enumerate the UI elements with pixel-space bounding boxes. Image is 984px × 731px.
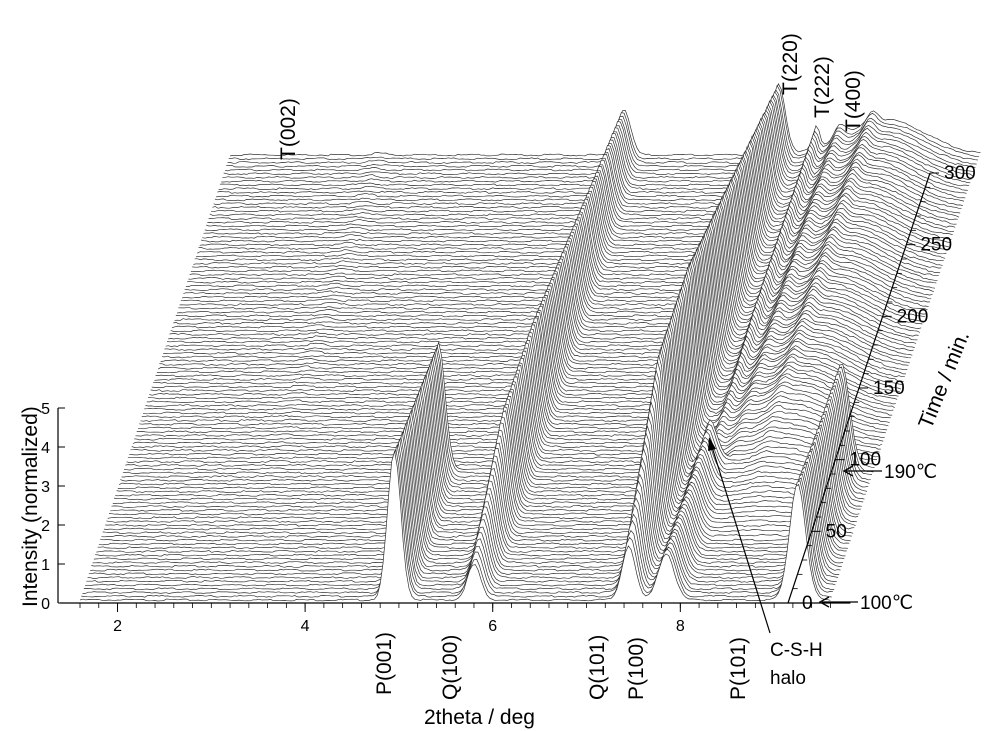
peak-label-t220: T(220): [779, 33, 802, 95]
scan-trace: [83, 443, 835, 592]
scan-trace: [98, 404, 850, 547]
temp-label-190: 190℃: [884, 462, 937, 483]
csh-halo-pointer: [711, 446, 771, 634]
scan-trace: [90, 427, 841, 574]
scan-trace: [81, 449, 832, 600]
scan-trace: [87, 432, 839, 581]
x-tick-label: 8: [676, 618, 685, 635]
scan-trace: [91, 423, 842, 570]
y-tick-label: 3: [41, 479, 50, 496]
temp-arrowhead-100: [818, 596, 830, 608]
time-tick-label: 100: [849, 450, 881, 471]
time-tick-label: 0: [802, 593, 813, 614]
csh-halo-arrowhead: [708, 437, 716, 451]
scan-trace: [96, 410, 847, 555]
time-tick-label: 250: [920, 235, 952, 256]
scan-trace: [82, 444, 833, 596]
time-tick-label: 50: [826, 521, 847, 542]
y-tick-label: 2: [41, 518, 50, 535]
time-tick-label: 150: [873, 378, 905, 399]
scan-trace: [100, 401, 851, 544]
y-tick-label: 5: [41, 401, 50, 418]
peak-label-p001: P(001): [373, 632, 396, 695]
y-axis-title: Intensity (normalized): [19, 406, 42, 607]
temp-label-100: 100℃: [860, 593, 913, 614]
scan-trace: [88, 429, 840, 577]
peak-label-q101: Q(101): [586, 635, 609, 700]
scan-trace: [86, 437, 837, 585]
scan-trace: [93, 417, 845, 562]
x-tick-label: 4: [301, 618, 310, 635]
peak-label-p100: P(100): [625, 637, 648, 700]
peak-label-q100: Q(100): [439, 635, 462, 700]
scan-traces: [79, 83, 981, 603]
csh-halo-line2: halo: [770, 668, 806, 689]
x-axis-title: 2theta / deg: [424, 706, 535, 729]
temp-arrowhead-190: [842, 465, 854, 477]
scan-trace: [97, 408, 849, 551]
time-tick-label: 300: [944, 163, 976, 184]
scan-trace: [92, 420, 844, 566]
x-tick-label: 2: [113, 618, 122, 635]
y-tick-label: 1: [41, 557, 50, 574]
peak-label-p101: P(101): [727, 637, 750, 700]
scan-trace: [95, 414, 846, 559]
time-tick-label: 200: [897, 306, 929, 327]
y-tick-label: 0: [41, 596, 50, 613]
y-tick-label: 4: [41, 440, 50, 457]
scan-trace: [101, 398, 852, 540]
peak-label-t002: T(002): [277, 98, 300, 160]
x-tick-label: 6: [488, 618, 497, 635]
z-axis-title: Time / min.: [914, 328, 974, 432]
scan-trace: [84, 438, 836, 588]
scan-trace: [79, 451, 831, 603]
peak-label-t400: T(400): [842, 70, 865, 132]
peak-label-t222: T(222): [811, 56, 834, 118]
csh-halo-line1: C-S-H: [770, 640, 823, 661]
